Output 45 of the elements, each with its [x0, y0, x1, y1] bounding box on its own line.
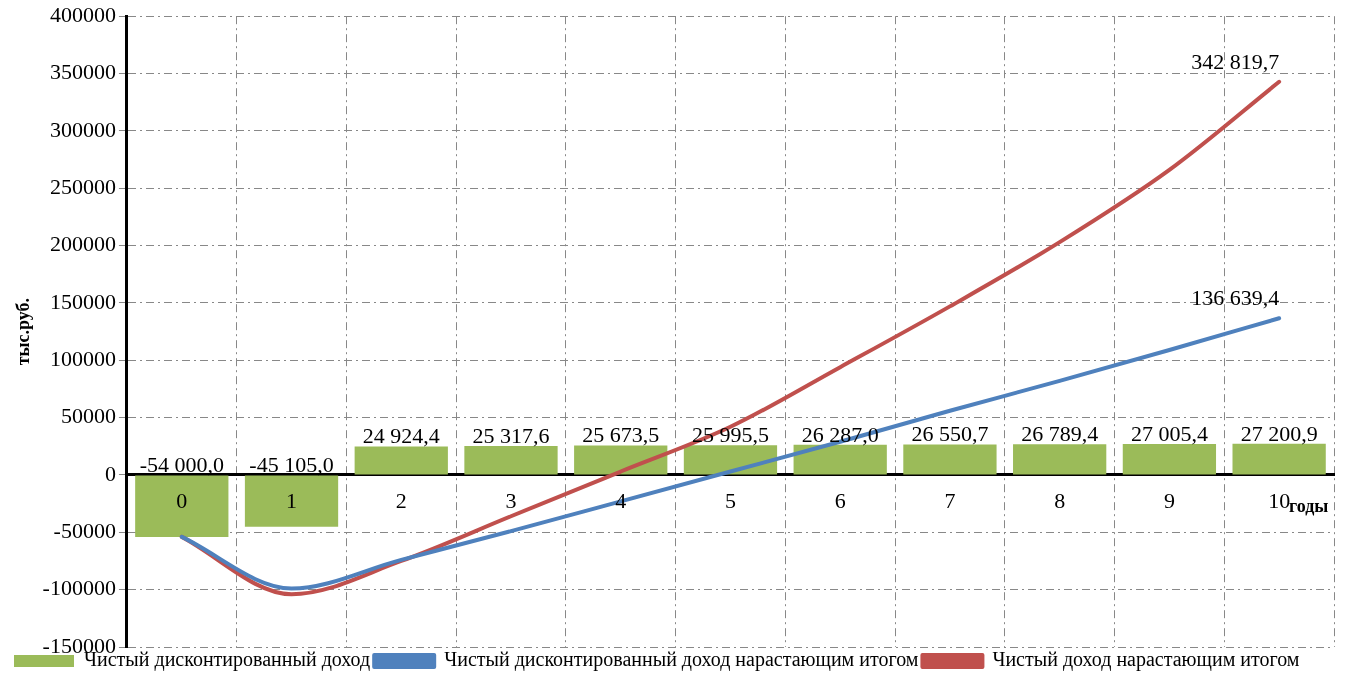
legend-label: Чистый дисконтированный доход нарастающим итогом	[444, 648, 919, 672]
data-label: 27 005,4	[1130, 420, 1208, 446]
data-label: 26 550,7	[911, 421, 989, 447]
bar	[903, 444, 997, 475]
data-label: 342 819,7	[1191, 48, 1280, 74]
legend-label: Чистый доход нарастающим итогом	[992, 648, 1300, 672]
x-axis-title: годы	[1289, 495, 1329, 516]
y-tick-label: 300000	[49, 116, 116, 142]
y-tick-label: 350000	[49, 59, 116, 85]
y-tick-label: -100000	[42, 575, 116, 601]
x-tick-label: 6	[834, 487, 846, 513]
bar	[244, 475, 339, 527]
x-tick-label: 2	[395, 487, 407, 513]
bar	[793, 444, 887, 475]
data-label: -45 105,0	[249, 451, 334, 477]
data-label: -54 000,0	[139, 451, 224, 477]
y-tick-label: 50000	[60, 403, 116, 429]
bar	[354, 446, 448, 475]
x-tick-label: 7	[944, 487, 956, 513]
data-label: 27 200,9	[1240, 420, 1318, 446]
data-label: 24 924,4	[362, 423, 440, 449]
bar	[464, 445, 558, 475]
data-label: 25 317,6	[472, 422, 550, 448]
bar	[1013, 444, 1107, 475]
y-axis-title: тыс.руб.	[13, 297, 34, 366]
bar	[1232, 443, 1326, 475]
data-label: 136 639,4	[1191, 285, 1280, 311]
y-tick-label: -50000	[53, 518, 116, 544]
y-tick-label: 400000	[49, 1, 116, 27]
x-tick-label: 5	[724, 487, 736, 513]
y-tick-label: 250000	[49, 174, 116, 200]
x-tick-label: 3	[505, 487, 517, 513]
bar	[135, 475, 229, 537]
y-tick-label: 200000	[49, 231, 116, 257]
data-label: 25 673,5	[582, 422, 660, 448]
x-tick-label: 1	[286, 487, 298, 513]
x-tick-label: 9	[1163, 487, 1175, 513]
y-tick-label: 0	[104, 460, 116, 486]
bar	[683, 445, 778, 475]
bar	[1122, 443, 1217, 475]
data-label: 26 789,4	[1021, 421, 1099, 447]
y-tick-label: 150000	[49, 288, 116, 314]
y-tick-label: 100000	[49, 346, 116, 372]
x-tick-label: 0	[176, 487, 188, 513]
x-tick-label: 8	[1054, 487, 1066, 513]
